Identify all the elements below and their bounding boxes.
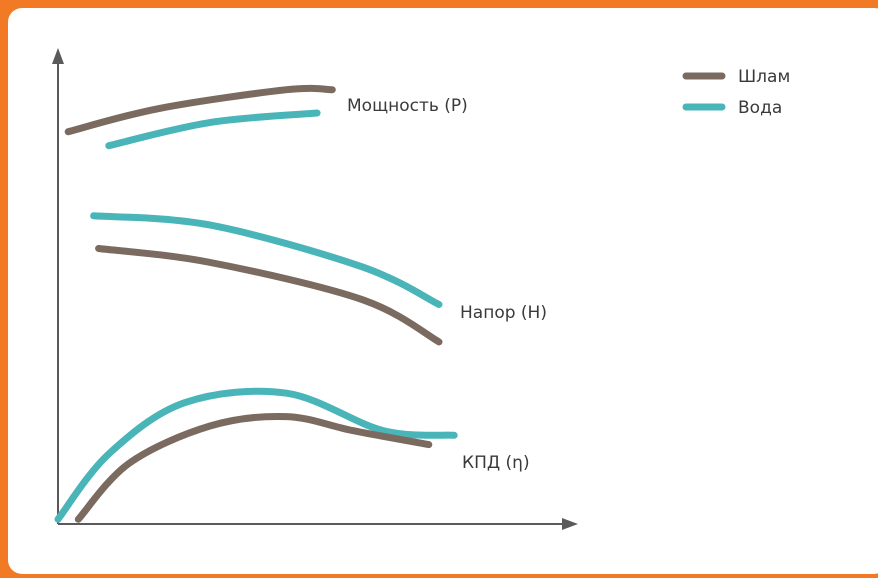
head-curve-water	[90, 212, 443, 308]
efficiency-curve-water	[54, 387, 458, 523]
curves	[54, 84, 458, 523]
power-curve-label: Мощность (P)	[347, 96, 468, 116]
efficiency-curve-slurry	[74, 412, 433, 523]
power-curve-slurry	[64, 84, 336, 136]
efficiency-curve-label: КПД (η)	[462, 453, 530, 473]
power-curve-water	[105, 109, 321, 150]
head-curve-slurry	[95, 245, 443, 346]
y-axis-arrow-icon	[52, 48, 64, 64]
legend-label-slurry: Шлам	[738, 67, 790, 87]
head-curve-label: Напор (H)	[460, 303, 547, 323]
axes	[52, 48, 578, 530]
legend: Шлам Вода	[682, 67, 790, 118]
legend-label-water: Вода	[738, 98, 782, 118]
x-axis-arrow-icon	[562, 518, 578, 530]
chart-card	[8, 8, 878, 574]
